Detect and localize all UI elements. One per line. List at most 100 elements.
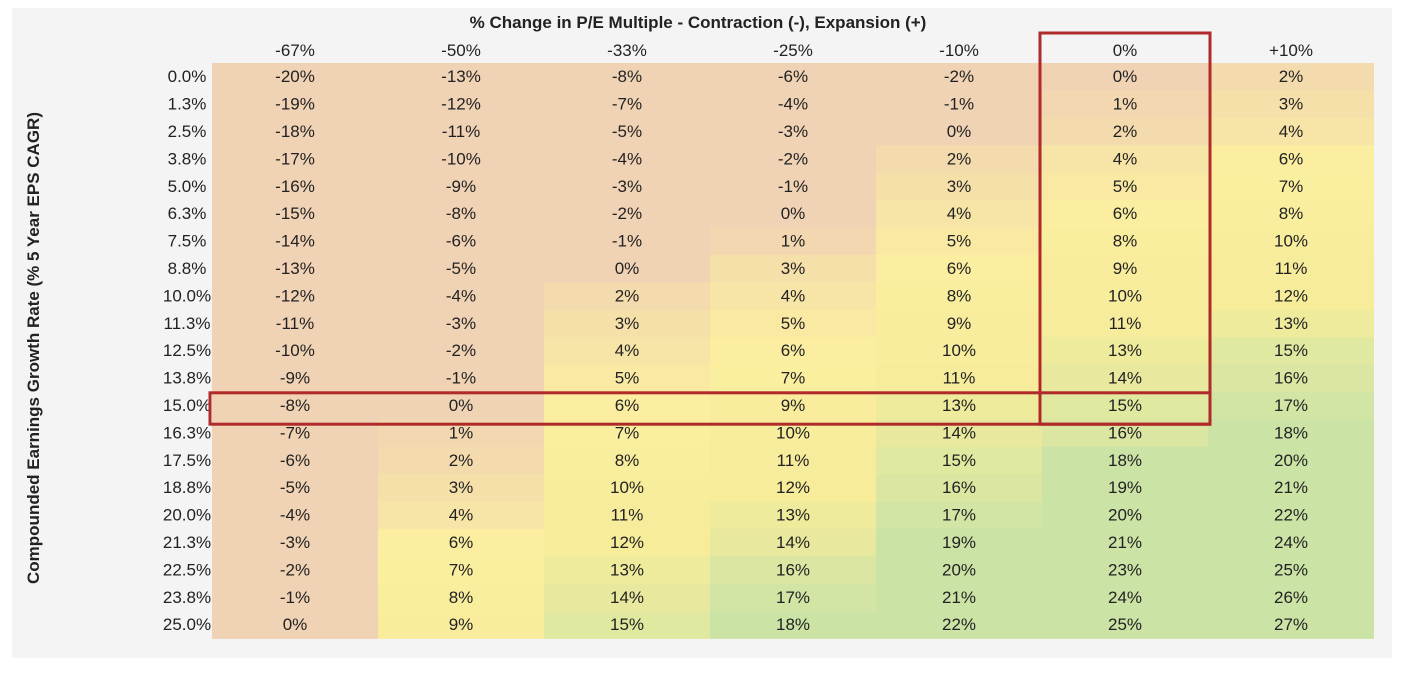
heatmap-cell <box>1208 528 1374 557</box>
cell-value-label: 18% <box>1108 451 1142 470</box>
heatmap-cell <box>1042 556 1208 585</box>
cell-value-label: -8% <box>446 204 476 223</box>
heatmap-cell <box>876 145 1042 174</box>
heatmap-cell <box>378 556 544 585</box>
row-tick-label: 18.8% <box>163 478 211 497</box>
heatmap-cell <box>1208 419 1374 448</box>
cell-value-label: 2% <box>1279 67 1304 86</box>
heatmap-cell <box>212 556 378 585</box>
column-tick-label: -25% <box>773 41 813 60</box>
cell-value-label: 24% <box>1108 588 1142 607</box>
heatmap-cell <box>378 391 544 420</box>
cell-value-label: -7% <box>280 423 310 442</box>
heatmap-cell <box>710 474 876 502</box>
heatmap-cell <box>1208 117 1374 146</box>
cell-value-label: 26% <box>1274 588 1308 607</box>
cell-value-label: 11% <box>1275 259 1308 278</box>
cell-value-label: 19% <box>942 533 976 552</box>
cell-value-label: 11% <box>777 451 810 470</box>
column-tick-label: -50% <box>441 41 481 60</box>
cell-value-label: 4% <box>615 341 640 360</box>
heatmap-cell <box>212 63 378 91</box>
heatmap-cell <box>1208 227 1374 256</box>
cell-value-label: 3% <box>449 478 474 497</box>
heatmap-cell <box>1208 63 1374 91</box>
cell-value-label: 0% <box>283 615 308 634</box>
cell-value-label: -8% <box>280 396 310 415</box>
cell-value-label: -4% <box>446 286 476 305</box>
cell-value-label: 6% <box>449 533 474 552</box>
cell-value-label: -13% <box>441 67 481 86</box>
heatmap-cell <box>876 117 1042 146</box>
cell-value-label: 4% <box>947 204 972 223</box>
heatmap-cell <box>1042 63 1208 91</box>
cell-value-label: -1% <box>446 369 476 388</box>
cell-value-label: 13% <box>610 560 644 579</box>
cell-value-label: 3% <box>781 259 806 278</box>
row-tick-label: 6.3% <box>168 204 207 223</box>
heatmap-cell <box>1208 474 1374 502</box>
heatmap-cell <box>710 254 876 283</box>
heatmap-cell <box>544 446 710 475</box>
cell-value-label: 21% <box>942 588 976 607</box>
column-tick-label: 0% <box>1113 41 1138 60</box>
cell-value-label: -20% <box>275 67 315 86</box>
cell-value-label: -6% <box>280 451 310 470</box>
heatmap-cell <box>378 200 544 228</box>
heatmap-cell <box>378 611 544 639</box>
row-tick-label: 22.5% <box>163 560 211 579</box>
cell-value-label: 10% <box>1108 286 1142 305</box>
cell-value-label: 2% <box>449 451 474 470</box>
cell-value-label: 19% <box>1108 478 1142 497</box>
heatmap-cell <box>1208 556 1374 585</box>
cell-value-label: -18% <box>275 122 315 141</box>
heatmap-cell <box>212 282 378 311</box>
chart-title: % Change in P/E Multiple - Contraction (… <box>470 13 927 32</box>
heatmap-cell <box>378 145 544 174</box>
cell-value-label: 5% <box>1113 177 1138 196</box>
cell-value-label: 6% <box>615 396 640 415</box>
cell-value-label: 16% <box>942 478 976 497</box>
heatmap-cell <box>876 63 1042 91</box>
heatmap-cell <box>710 446 876 475</box>
cell-value-label: -19% <box>275 95 315 114</box>
heatmap-cell <box>212 337 378 365</box>
heatmap-cell <box>378 474 544 502</box>
heatmap-cell <box>710 583 876 612</box>
cell-value-label: 3% <box>947 177 972 196</box>
row-tick-label: 23.8% <box>163 588 211 607</box>
cell-value-label: 9% <box>1113 259 1138 278</box>
cell-value-label: 6% <box>781 341 806 360</box>
heatmap-cell <box>710 200 876 228</box>
cell-value-label: 15% <box>1108 396 1142 415</box>
cell-value-label: -2% <box>280 560 310 579</box>
cell-value-label: 15% <box>942 451 976 470</box>
highlight-boxes <box>208 31 1212 426</box>
cell-value-label: -4% <box>280 506 310 525</box>
heatmap-cell <box>1208 446 1374 475</box>
heatmap-cell <box>378 63 544 91</box>
row-tick-label: 2.5% <box>168 122 207 141</box>
cell-value-label: -12% <box>275 286 315 305</box>
heatmap-cell <box>378 117 544 146</box>
cell-value-label: 2% <box>947 149 972 168</box>
cell-value-label: 7% <box>1279 177 1304 196</box>
cell-value-label: 22% <box>1274 506 1308 525</box>
row-tick-label: 7.5% <box>168 232 207 251</box>
column-tick-labels: -67% -50% -33% -25% -10% 0% +10% <box>275 41 1313 60</box>
heatmap-cell <box>212 90 378 119</box>
cell-value-label: 9% <box>449 615 474 634</box>
cell-value-label: 0% <box>449 396 474 415</box>
cell-value-label: 3% <box>615 314 640 333</box>
cell-value-label: 20% <box>1274 451 1308 470</box>
cell-value-label: 2% <box>1113 122 1138 141</box>
heatmap-cell <box>1208 583 1374 612</box>
heatmap-cell <box>876 474 1042 502</box>
heatmap-cell <box>544 337 710 365</box>
heatmap-cell <box>1042 474 1208 502</box>
cell-value-label: 25% <box>1274 560 1308 579</box>
cell-value-label: 17% <box>776 588 810 607</box>
cell-value-label: 10% <box>942 341 976 360</box>
heatmap-cell <box>212 474 378 502</box>
row-tick-label: 21.3% <box>163 533 211 552</box>
